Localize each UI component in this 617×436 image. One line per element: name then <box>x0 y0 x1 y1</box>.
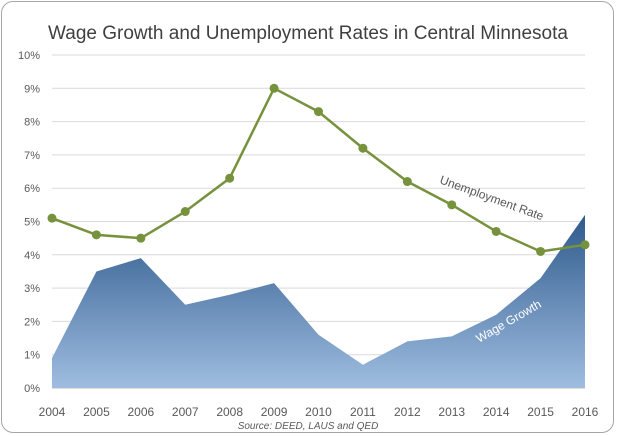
x-tick-label: 2010 <box>305 405 332 419</box>
unemployment-rate-point <box>580 240 590 250</box>
chart-title: Wage Growth and Unemployment Rates in Ce… <box>48 23 568 44</box>
y-tick-label: 7% <box>24 150 40 162</box>
x-tick-label: 2016 <box>572 405 599 419</box>
x-tick-label: 2006 <box>127 405 154 419</box>
unemployment-rate-point <box>136 233 146 243</box>
x-axis: 2004 2005 2006 2007 2008 2009 2010 2011 2012 2013… <box>39 405 599 419</box>
unemployment-rate-point <box>447 200 457 210</box>
unemployment-rate-point <box>91 230 101 240</box>
y-tick-label: 6% <box>24 183 40 195</box>
unemployment-rate-point <box>402 177 412 187</box>
x-tick-label: 2009 <box>261 405 288 419</box>
y-tick-label: 9% <box>24 83 40 95</box>
unemployment-rate-point <box>225 173 235 183</box>
unemployment-rate-point <box>536 246 546 256</box>
unemployment-rate-series <box>47 83 590 256</box>
y-tick-label: 3% <box>24 283 40 295</box>
y-tick-label: 5% <box>24 217 40 229</box>
y-tick-label: 10% <box>18 50 40 62</box>
unemployment-rate-point <box>491 226 501 236</box>
y-tick-label: 1% <box>24 350 40 362</box>
wage-growth-series <box>52 214 585 388</box>
source-note: Source: DEED, LAUS and QED <box>238 421 379 432</box>
unemployment-rate-point <box>269 83 279 93</box>
x-tick-label: 2012 <box>394 405 421 419</box>
unemployment-rate-label: Unemployment Rate <box>438 173 546 224</box>
x-tick-label: 2014 <box>483 405 510 419</box>
wage-growth-area <box>52 214 585 388</box>
x-tick-label: 2013 <box>438 405 465 419</box>
unemployment-rate-point <box>180 207 190 217</box>
unemployment-rate-point <box>47 213 57 223</box>
y-tick-label: 8% <box>24 117 40 129</box>
x-tick-label: 2015 <box>527 405 554 419</box>
y-tick-label: 2% <box>24 316 40 328</box>
x-tick-label: 2011 <box>350 405 376 419</box>
y-tick-label: 0% <box>24 383 40 395</box>
x-tick-label: 2005 <box>83 405 110 419</box>
x-tick-label: 2004 <box>39 405 66 419</box>
unemployment-rate-point <box>358 143 368 153</box>
x-tick-label: 2007 <box>172 405 199 419</box>
x-tick-label: 2008 <box>216 405 243 419</box>
unemployment-rate-point <box>314 107 323 117</box>
y-axis: 0% 1% 2% 3% 4% 5% 6% 7% 8% 9% 10% <box>18 50 40 395</box>
y-tick-label: 4% <box>24 250 40 262</box>
